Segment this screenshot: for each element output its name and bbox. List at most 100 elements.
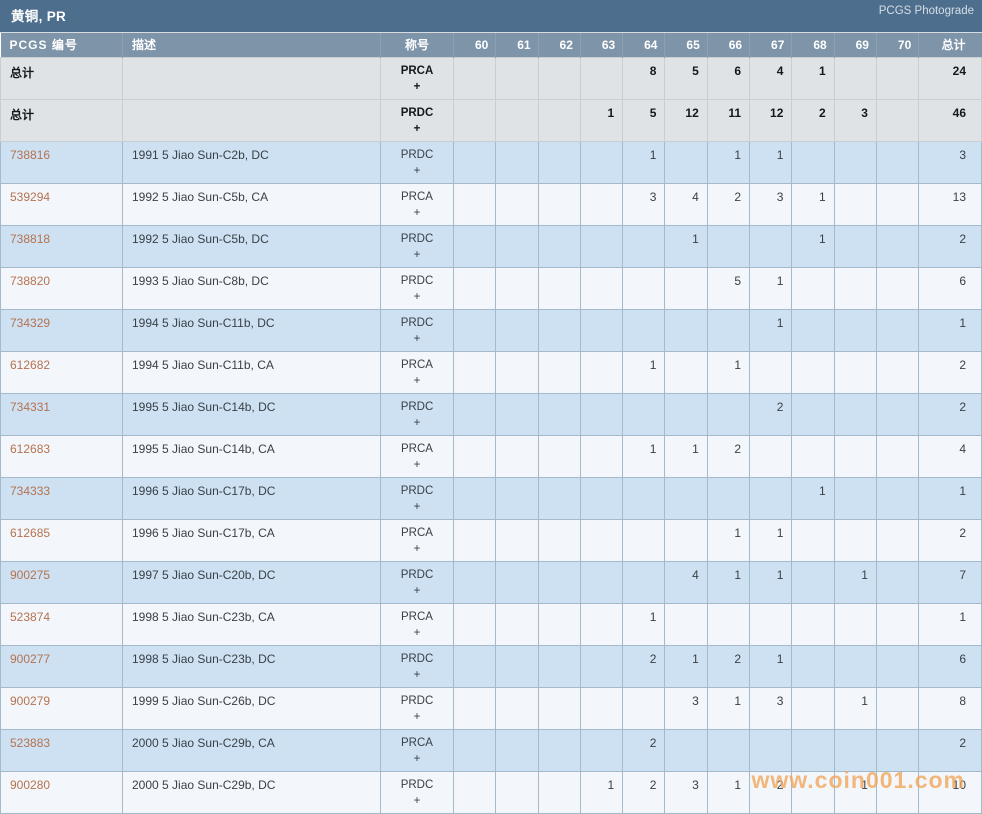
designation-plus: + [413, 752, 421, 765]
pcgs-number-link[interactable]: 523874 [10, 609, 51, 624]
pcgs-number-cell: 738816 [0, 140, 123, 184]
grade-cell-69: 3 [833, 98, 877, 142]
table-row: 523874 1998 5 Jiao Sun-C23b, CA PRCA +1 1 [0, 602, 982, 646]
pcgs-number-link[interactable]: 738818 [10, 231, 51, 246]
pcgs-number-link[interactable]: 900280 [10, 777, 51, 792]
table-row: 738820 1993 5 Jiao Sun-C8b, DC PRDC +5 1 6 [0, 266, 982, 310]
grade-cell-67: 3 [749, 686, 793, 730]
total-cell: 6 [918, 644, 982, 688]
grade-cell-69: 1 [833, 686, 877, 730]
grade-cell-63 [579, 140, 624, 184]
designation-plus: + [413, 584, 421, 597]
grade-cell-67 [749, 224, 793, 268]
grade-cell-62 [537, 686, 581, 730]
grade-cell-69 [833, 350, 877, 394]
pcgs-number-link[interactable]: 734331 [10, 399, 51, 414]
designation-cell: PRDC + [380, 770, 454, 814]
grade-cell-66: 1 [706, 140, 751, 184]
grade-cell-69 [833, 224, 877, 268]
grade-cell-65: 4 [664, 560, 708, 604]
grade-cell-61 [495, 140, 539, 184]
grade-cell-67: 1 [749, 140, 793, 184]
grade-cell-67: 1 [749, 266, 793, 310]
pcgs-number-link[interactable]: 734333 [10, 483, 51, 498]
grade-cell-68 [791, 350, 835, 394]
pcgs-number-link[interactable]: 612682 [10, 357, 51, 372]
grade-cell-69 [833, 728, 877, 772]
grade-cell-69: 1 [833, 560, 877, 604]
designation-label: PRDC [400, 106, 434, 119]
grade-cell-61 [495, 518, 539, 562]
pcgs-number-link[interactable]: 734329 [10, 315, 51, 330]
designation-plus: + [413, 290, 421, 303]
grade-cell-67: 3 [749, 182, 793, 226]
table-row: 539294 1992 5 Jiao Sun-C5b, CA PRCA +3 4 2 3 1 1… [0, 182, 982, 226]
grade-cell-63: 1 [579, 98, 624, 142]
total-cell: 1 [918, 602, 982, 646]
grade-cell-66: 1 [706, 770, 751, 814]
pcgs-number-link[interactable]: 539294 [10, 189, 51, 204]
designation-plus: + [413, 122, 421, 135]
grade-cell-67 [749, 602, 793, 646]
pcgs-number-link[interactable]: 612685 [10, 525, 51, 540]
table-row: 734331 1995 5 Jiao Sun-C14b, DC PRDC +2 2 [0, 392, 982, 436]
grade-cell-66: 2 [706, 182, 751, 226]
grade-cell-68 [791, 644, 835, 688]
grade-cell-63 [579, 602, 624, 646]
pcgs-number-link[interactable]: 612683 [10, 441, 51, 456]
grade-cell-60 [452, 770, 497, 814]
column-header-designation: 称号 [380, 33, 454, 57]
description-cell: 1997 5 Jiao Sun-C20b, DC [122, 560, 381, 604]
pcgs-number-cell: 900275 [0, 560, 123, 604]
total-cell: 1 [918, 308, 982, 352]
pcgs-number-link[interactable]: 900277 [10, 651, 51, 666]
grade-cell-70 [875, 392, 920, 436]
table-row: 612682 1994 5 Jiao Sun-C11b, CA PRCA +1 1 2 [0, 350, 982, 394]
grade-cell-61 [495, 644, 539, 688]
designation-cell: PRDC + [380, 686, 454, 730]
grade-cell-67 [749, 476, 793, 520]
grade-cell-68 [791, 560, 835, 604]
table-row: 612685 1996 5 Jiao Sun-C17b, CA PRCA +1 1 2 [0, 518, 982, 562]
pcgs-number-link[interactable]: 523883 [10, 735, 51, 750]
grade-cell-60 [452, 98, 497, 142]
grade-cell-66 [706, 476, 751, 520]
grade-cell-66 [706, 224, 751, 268]
grade-cell-62 [537, 266, 581, 310]
grade-cell-68 [791, 728, 835, 772]
total-cell: 13 [918, 182, 982, 226]
grade-cell-62 [537, 140, 581, 184]
description-cell: 1994 5 Jiao Sun-C11b, DC [122, 308, 381, 352]
pcgs-number-cell: 900279 [0, 686, 123, 730]
grade-cell-62 [537, 644, 581, 688]
grade-cell-63 [579, 476, 624, 520]
pcgs-number-cell: 900280 [0, 770, 123, 814]
grade-cell-70 [875, 560, 920, 604]
grade-cell-60 [452, 728, 497, 772]
pcgs-number-link[interactable]: 900275 [10, 567, 51, 582]
grade-cell-65 [664, 140, 708, 184]
grade-cell-70 [875, 224, 920, 268]
grade-cell-70 [875, 728, 920, 772]
grade-cell-64 [622, 224, 666, 268]
grade-cell-65: 3 [664, 686, 708, 730]
grade-cell-64 [622, 518, 666, 562]
grade-cell-61 [495, 98, 539, 142]
grade-cell-68 [791, 392, 835, 436]
pcgs-number-link[interactable]: 900279 [10, 693, 51, 708]
grade-cell-64 [622, 686, 666, 730]
total-cell: 10 [918, 770, 982, 814]
description-cell: 1995 5 Jiao Sun-C14b, CA [122, 434, 381, 478]
grade-cell-63 [579, 686, 624, 730]
grade-cell-69 [833, 140, 877, 184]
grade-cell-63 [579, 266, 624, 310]
total-cell: 1 [918, 476, 982, 520]
pcgs-number-link[interactable]: 738816 [10, 147, 51, 162]
grade-cell-69 [833, 644, 877, 688]
grade-cell-60 [452, 518, 497, 562]
grade-cell-60 [452, 182, 497, 226]
designation-cell: PRDC + [380, 644, 454, 688]
pcgs-number-link[interactable]: 738820 [10, 273, 51, 288]
total-cell: 4 [918, 434, 982, 478]
description-cell: 2000 5 Jiao Sun-C29b, DC [122, 770, 381, 814]
